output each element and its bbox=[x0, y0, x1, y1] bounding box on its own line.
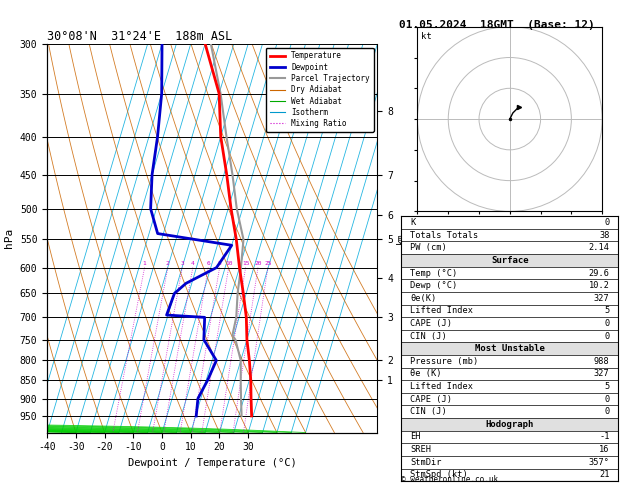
Text: 16: 16 bbox=[599, 445, 610, 454]
Y-axis label: hPa: hPa bbox=[4, 228, 14, 248]
Text: 357°: 357° bbox=[589, 458, 610, 467]
Text: Pressure (mb): Pressure (mb) bbox=[410, 357, 478, 366]
Text: CIN (J): CIN (J) bbox=[410, 331, 447, 341]
Text: LCL: LCL bbox=[404, 335, 419, 344]
Text: 6: 6 bbox=[206, 260, 210, 266]
Bar bbox=[401, 418, 618, 431]
Text: 3: 3 bbox=[181, 260, 184, 266]
Text: Lifted Index: Lifted Index bbox=[410, 306, 473, 315]
Text: Surface: Surface bbox=[491, 256, 528, 265]
Text: 20: 20 bbox=[254, 260, 262, 266]
Text: 327: 327 bbox=[594, 294, 610, 303]
Text: 8: 8 bbox=[218, 260, 221, 266]
Text: 21: 21 bbox=[599, 470, 610, 479]
X-axis label: Dewpoint / Temperature (°C): Dewpoint / Temperature (°C) bbox=[128, 458, 297, 468]
Text: © weatheronline.co.uk: © weatheronline.co.uk bbox=[401, 474, 498, 484]
Text: 10: 10 bbox=[225, 260, 232, 266]
Text: 2: 2 bbox=[166, 260, 170, 266]
Text: 1: 1 bbox=[143, 260, 147, 266]
Text: Dewp (°C): Dewp (°C) bbox=[410, 281, 457, 290]
Text: K: K bbox=[410, 218, 415, 227]
Text: StmSpd (kt): StmSpd (kt) bbox=[410, 470, 468, 479]
Text: 5: 5 bbox=[604, 306, 610, 315]
Text: 29.6: 29.6 bbox=[589, 269, 610, 278]
Y-axis label: km
ASL: km ASL bbox=[396, 229, 418, 247]
Text: 0: 0 bbox=[604, 331, 610, 341]
Text: Lifted Index: Lifted Index bbox=[410, 382, 473, 391]
Text: Temp (°C): Temp (°C) bbox=[410, 269, 457, 278]
Text: 30°08'N  31°24'E  188m ASL: 30°08'N 31°24'E 188m ASL bbox=[47, 30, 233, 43]
Text: PW (cm): PW (cm) bbox=[410, 243, 447, 252]
Text: CIN (J): CIN (J) bbox=[410, 407, 447, 417]
Bar bbox=[401, 254, 618, 267]
Text: 0: 0 bbox=[604, 407, 610, 417]
Text: EH: EH bbox=[410, 433, 420, 441]
Text: 988: 988 bbox=[594, 357, 610, 366]
Text: 38: 38 bbox=[599, 231, 610, 240]
Text: 5: 5 bbox=[604, 382, 610, 391]
Text: Hodograph: Hodograph bbox=[486, 420, 534, 429]
Text: 10.2: 10.2 bbox=[589, 281, 610, 290]
Text: kt: kt bbox=[421, 32, 432, 41]
Text: CAPE (J): CAPE (J) bbox=[410, 319, 452, 328]
Bar bbox=[401, 343, 618, 355]
Text: θe(K): θe(K) bbox=[410, 294, 437, 303]
Text: 327: 327 bbox=[594, 369, 610, 379]
Text: SREH: SREH bbox=[410, 445, 431, 454]
Text: Totals Totals: Totals Totals bbox=[410, 231, 478, 240]
Text: 4: 4 bbox=[191, 260, 194, 266]
Text: 01.05.2024  18GMT  (Base: 12): 01.05.2024 18GMT (Base: 12) bbox=[399, 20, 595, 31]
Text: 15: 15 bbox=[242, 260, 249, 266]
Text: 0: 0 bbox=[604, 319, 610, 328]
Text: 25: 25 bbox=[264, 260, 272, 266]
Text: 0: 0 bbox=[604, 395, 610, 404]
Text: -1: -1 bbox=[599, 433, 610, 441]
Text: 0: 0 bbox=[604, 218, 610, 227]
Text: StmDir: StmDir bbox=[410, 458, 442, 467]
Legend: Temperature, Dewpoint, Parcel Trajectory, Dry Adiabat, Wet Adiabat, Isotherm, Mi: Temperature, Dewpoint, Parcel Trajectory… bbox=[266, 48, 374, 132]
Text: CAPE (J): CAPE (J) bbox=[410, 395, 452, 404]
Text: 2.14: 2.14 bbox=[589, 243, 610, 252]
Text: Most Unstable: Most Unstable bbox=[475, 344, 545, 353]
Text: θe (K): θe (K) bbox=[410, 369, 442, 379]
